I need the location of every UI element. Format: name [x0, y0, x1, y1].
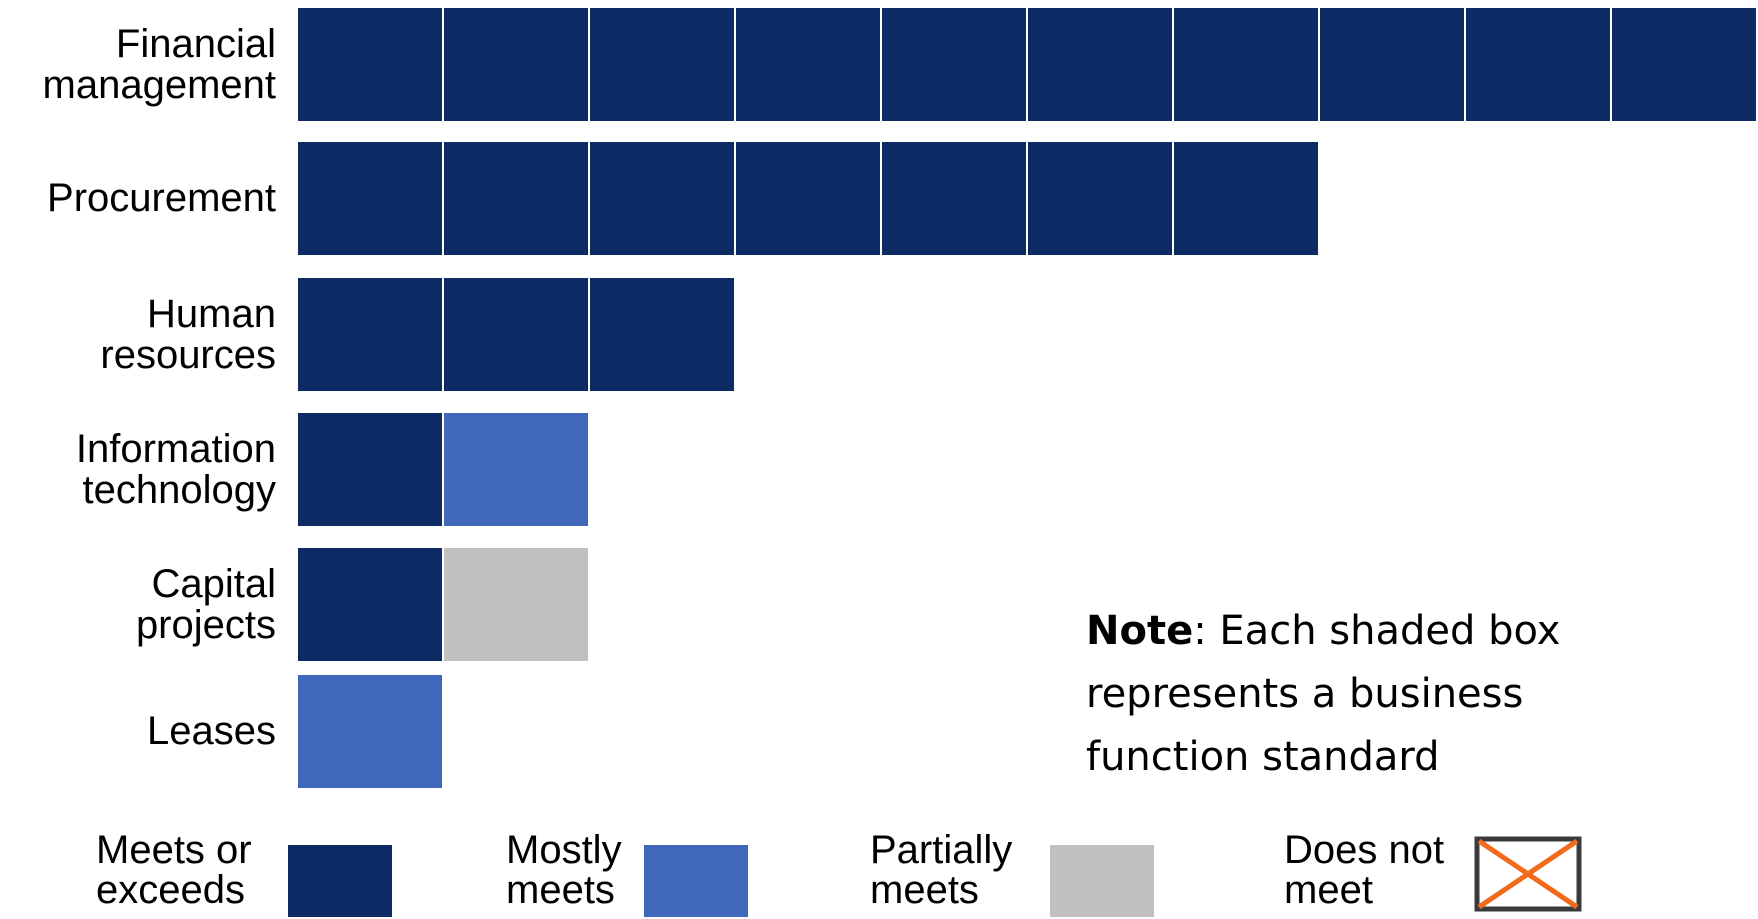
box-meets	[882, 8, 1026, 121]
box-meets	[1174, 8, 1318, 121]
box-meets	[444, 8, 588, 121]
legend-swatch-meets	[288, 845, 392, 917]
box-meets	[1028, 142, 1172, 255]
box-meets	[1612, 8, 1756, 121]
legend-swatch-not	[1474, 836, 1582, 912]
row-label: Procurement	[47, 176, 276, 220]
box-partial	[444, 548, 588, 661]
note-bold: Note	[1086, 608, 1194, 654]
box-meets	[444, 278, 588, 391]
note-text: : Each shaded box represents a business …	[1086, 608, 1561, 780]
box-meets	[736, 142, 880, 255]
box-meets	[444, 142, 588, 255]
box-meets	[298, 413, 442, 526]
box-mostly	[444, 413, 588, 526]
legend-swatch-mostly	[644, 845, 748, 917]
row-label: Capital projects	[135, 561, 276, 647]
box-meets	[1028, 8, 1172, 121]
legend-label-not: Does not meet	[1284, 828, 1445, 912]
box-meets	[736, 8, 880, 121]
legend-label-partial: Partially meets	[870, 828, 1013, 912]
row-label: Leases	[147, 709, 276, 753]
box-meets	[590, 142, 734, 255]
legend-swatch-not-cross-b	[1477, 838, 1579, 910]
row-label: Information technology	[75, 426, 276, 512]
box-mostly	[298, 675, 442, 788]
box-meets	[1174, 142, 1318, 255]
box-meets	[882, 142, 1026, 255]
box-meets	[298, 8, 442, 121]
row-label: Human resources	[100, 291, 276, 377]
legend-swatch-not-border	[1474, 836, 1582, 912]
box-meets	[298, 278, 442, 391]
box-meets	[298, 548, 442, 661]
row-label: Financial management	[42, 21, 276, 107]
legend-label-meets: Meets or exceeds	[96, 828, 252, 912]
box-meets	[1320, 8, 1464, 121]
box-meets	[1466, 8, 1610, 121]
legend-label-mostly: Mostly meets	[506, 828, 622, 912]
box-meets	[590, 8, 734, 121]
chart-note: Note: Each shaded box represents a busin…	[1086, 600, 1686, 789]
box-meets	[590, 278, 734, 391]
box-meets	[298, 142, 442, 255]
legend-swatch-partial	[1050, 845, 1154, 917]
